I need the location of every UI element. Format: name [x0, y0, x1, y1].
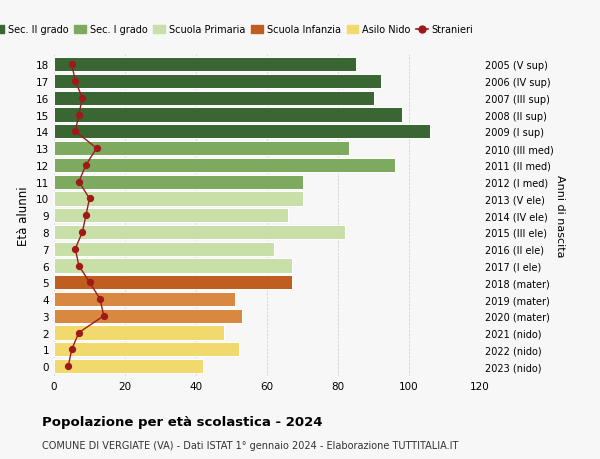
Bar — [54, 158, 395, 173]
Bar — [54, 359, 203, 374]
Point — [71, 246, 80, 253]
Y-axis label: Anni di nascita: Anni di nascita — [555, 174, 565, 257]
Bar — [54, 309, 242, 323]
Point — [74, 262, 83, 269]
Bar — [54, 225, 345, 240]
Point — [81, 162, 91, 169]
Bar — [54, 142, 349, 156]
Point — [92, 145, 101, 152]
Point — [99, 313, 109, 320]
Bar — [54, 292, 235, 307]
Bar — [54, 259, 292, 273]
Point — [64, 363, 73, 370]
Point — [95, 296, 105, 303]
Point — [67, 62, 77, 69]
Point — [71, 78, 80, 85]
Point — [74, 179, 83, 186]
Bar — [54, 342, 239, 357]
Bar — [54, 192, 302, 206]
Point — [71, 129, 80, 136]
Bar — [54, 175, 302, 190]
Bar — [54, 58, 356, 72]
Bar — [54, 209, 288, 223]
Text: Popolazione per età scolastica - 2024: Popolazione per età scolastica - 2024 — [42, 415, 323, 428]
Point — [74, 329, 83, 336]
Bar — [54, 242, 274, 256]
Bar — [54, 91, 373, 106]
Legend: Sec. II grado, Sec. I grado, Scuola Primaria, Scuola Infanzia, Asilo Nido, Stran: Sec. II grado, Sec. I grado, Scuola Prim… — [0, 22, 478, 39]
Point — [77, 229, 87, 236]
Bar — [54, 75, 380, 89]
Bar — [54, 326, 224, 340]
Point — [74, 112, 83, 119]
Point — [85, 196, 94, 203]
Bar — [54, 275, 292, 290]
Point — [85, 279, 94, 286]
Point — [77, 95, 87, 102]
Point — [81, 212, 91, 219]
Bar — [54, 125, 430, 139]
Text: COMUNE DI VERGIATE (VA) - Dati ISTAT 1° gennaio 2024 - Elaborazione TUTTITALIA.I: COMUNE DI VERGIATE (VA) - Dati ISTAT 1° … — [42, 440, 458, 450]
Bar — [54, 108, 402, 123]
Y-axis label: Età alunni: Età alunni — [17, 186, 31, 246]
Point — [67, 346, 77, 353]
